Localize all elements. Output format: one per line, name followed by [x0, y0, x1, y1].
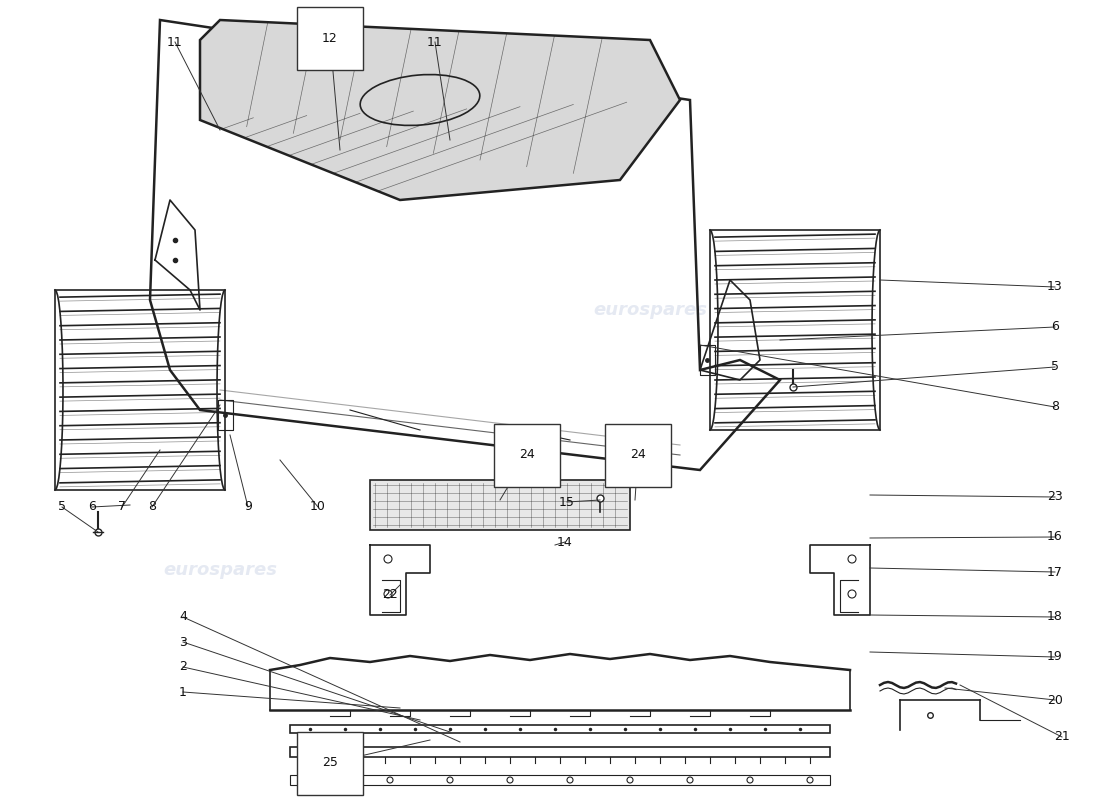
Text: 24: 24	[519, 449, 535, 462]
Bar	[290, 775, 830, 785]
Text: 21: 21	[1054, 730, 1070, 743]
Text: 7: 7	[118, 501, 127, 514]
Text: 10: 10	[310, 501, 326, 514]
Bar	[55, 290, 225, 490]
Text: 25: 25	[322, 757, 338, 770]
Bar	[290, 725, 830, 733]
Text: 17: 17	[1047, 566, 1063, 578]
Text: 11: 11	[167, 35, 183, 49]
Text: 1: 1	[179, 686, 187, 698]
Text: 8: 8	[1050, 401, 1059, 414]
Text: 6: 6	[1052, 321, 1059, 334]
Bar	[290, 747, 830, 757]
Text: 20: 20	[1047, 694, 1063, 706]
Text: 8: 8	[148, 501, 156, 514]
Text: 14: 14	[557, 535, 573, 549]
Text: 12: 12	[322, 31, 338, 45]
Text: 13: 13	[1047, 281, 1063, 294]
Text: 15: 15	[559, 495, 575, 509]
Text: 2: 2	[179, 661, 187, 674]
Bar	[710, 230, 880, 430]
Text: 9: 9	[244, 501, 252, 514]
Text: 4: 4	[179, 610, 187, 623]
Text: 5: 5	[58, 501, 66, 514]
Text: 3: 3	[179, 635, 187, 649]
Text: eurospares: eurospares	[593, 301, 707, 319]
Text: 19: 19	[1047, 650, 1063, 663]
Text: 16: 16	[1047, 530, 1063, 543]
Text: 18: 18	[1047, 610, 1063, 623]
Text: 24: 24	[630, 449, 646, 462]
Polygon shape	[200, 20, 680, 200]
Text: eurospares: eurospares	[163, 561, 277, 579]
Bar	[370, 480, 630, 530]
Text: 5: 5	[1050, 361, 1059, 374]
Text: 22: 22	[382, 589, 398, 602]
Text: 11: 11	[427, 35, 443, 49]
Text: 6: 6	[88, 501, 96, 514]
Text: 23: 23	[1047, 490, 1063, 503]
